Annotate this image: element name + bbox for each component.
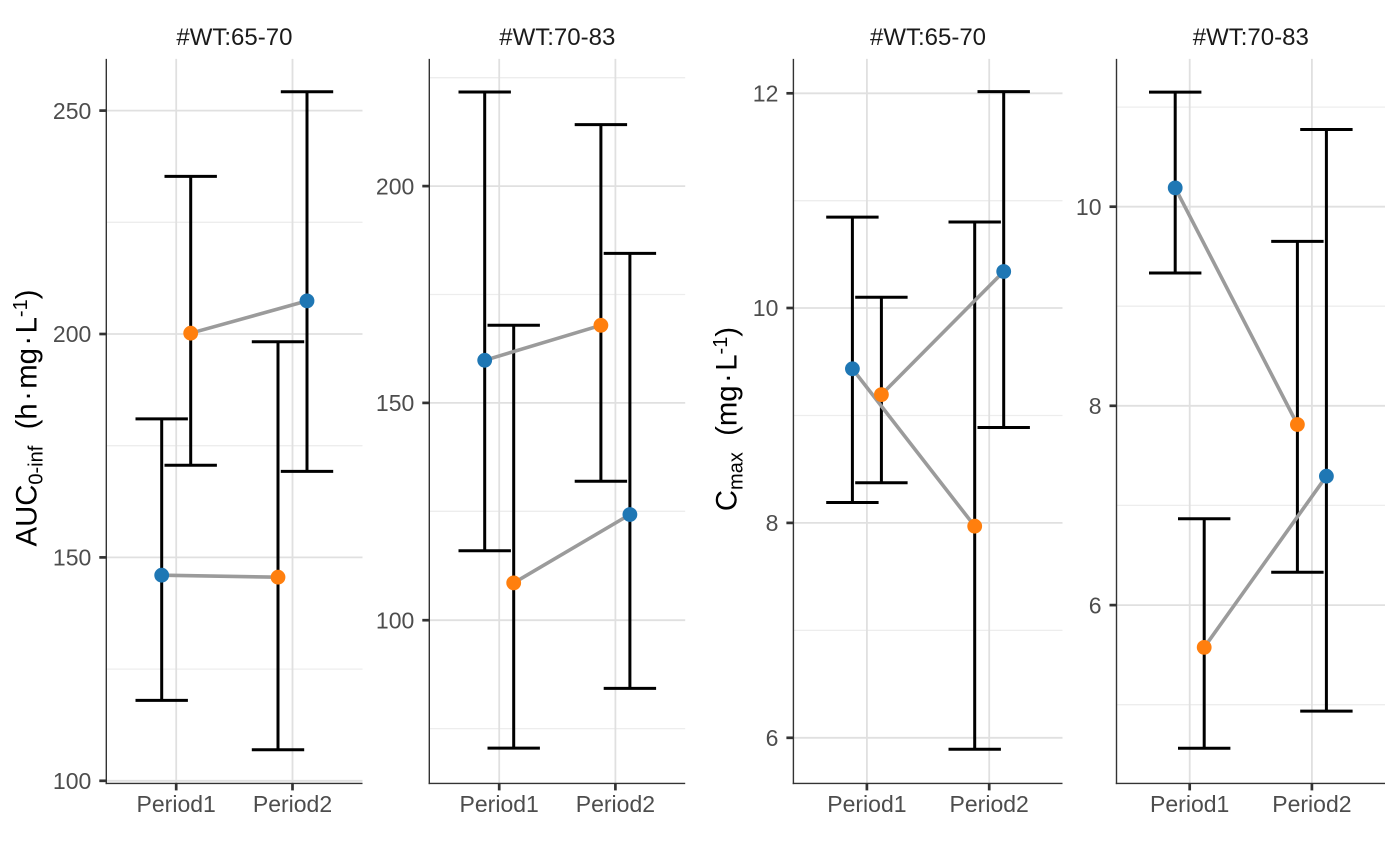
svg-text:200: 200 — [53, 321, 91, 347]
svg-text:#WT:70-83: #WT:70-83 — [499, 24, 615, 51]
svg-text:Period1: Period1 — [460, 791, 539, 817]
svg-text:8: 8 — [1089, 393, 1102, 419]
svg-text:AUC0-inf (h · mg · L-1): AUC0-inf (h · mg · L-1) — [10, 290, 48, 547]
svg-text:10: 10 — [1076, 194, 1102, 220]
svg-text:6: 6 — [766, 725, 779, 751]
svg-text:Period1: Period1 — [827, 791, 906, 817]
svg-text:8: 8 — [766, 510, 779, 536]
svg-text:150: 150 — [53, 545, 91, 571]
svg-text:100: 100 — [376, 607, 414, 633]
svg-text:Period1: Period1 — [137, 791, 216, 817]
svg-text:10: 10 — [753, 295, 779, 321]
svg-text:6: 6 — [1089, 592, 1102, 618]
svg-text:#WT:65-70: #WT:65-70 — [176, 24, 292, 51]
svg-text:Period2: Period2 — [950, 791, 1029, 817]
svg-text:#WT:70-83: #WT:70-83 — [1193, 24, 1309, 51]
svg-text:Period2: Period2 — [1272, 791, 1351, 817]
svg-text:Period2: Period2 — [253, 791, 332, 817]
svg-text:150: 150 — [376, 390, 414, 416]
svg-text:100: 100 — [53, 768, 91, 794]
svg-text:12: 12 — [753, 81, 779, 107]
svg-text:Period2: Period2 — [576, 791, 655, 817]
svg-text:Period1: Period1 — [1150, 791, 1229, 817]
svg-text:#WT:65-70: #WT:65-70 — [870, 24, 986, 51]
svg-text:250: 250 — [53, 98, 91, 124]
svg-text:200: 200 — [376, 173, 414, 199]
